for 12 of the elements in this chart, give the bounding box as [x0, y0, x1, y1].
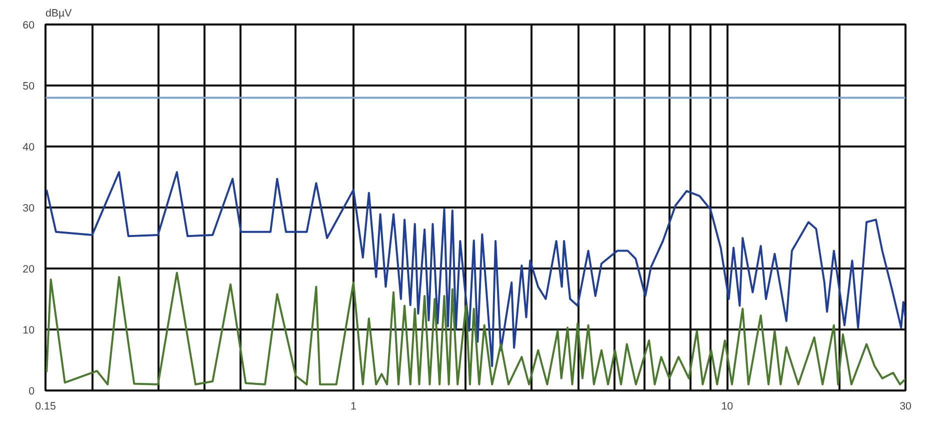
y-tick-label: 30: [22, 202, 35, 214]
y-tick-label: 0: [28, 386, 35, 398]
y-tick-label: 10: [22, 324, 35, 336]
y-tick-label: 20: [22, 264, 35, 276]
y-tick-label: 60: [22, 20, 35, 32]
x-tick-label: 10: [721, 400, 734, 412]
y-tick-label: 50: [22, 80, 35, 92]
x-tick-label: 0.15: [35, 400, 56, 412]
y-axis-title: dBµV: [46, 8, 73, 20]
y-tick-label: 40: [22, 142, 35, 154]
x-tick-label: 1: [350, 400, 356, 412]
x-tick-label: 30: [900, 400, 912, 412]
